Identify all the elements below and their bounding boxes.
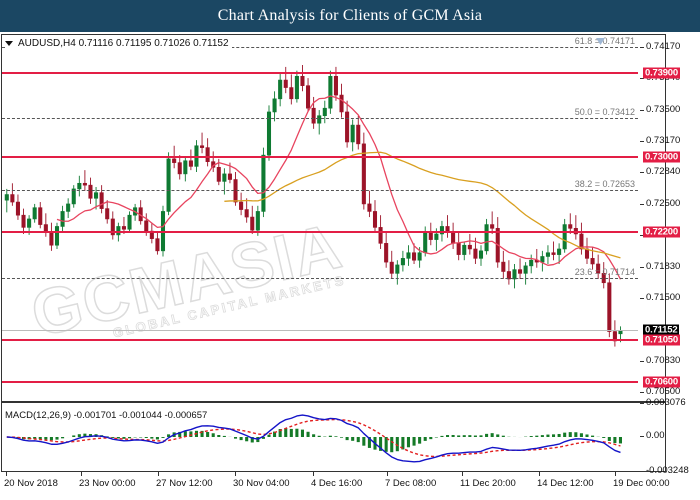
price-level-badge[interactable]: 0.73000	[643, 151, 680, 163]
axis-tick	[640, 360, 644, 362]
time-axis-label: 14 Dec 12:00	[537, 478, 594, 489]
time-tick	[6, 472, 7, 476]
chart-frame: 61.8 = 0.74171 50.0 = 0.73412 38.2 = 0.726…	[0, 32, 700, 500]
price-level-badge[interactable]: 0.72200	[643, 226, 680, 238]
price-level-badge[interactable]: 0.71050	[643, 334, 680, 346]
time-axis-label: 23 Nov 00:00	[79, 478, 136, 489]
price-tick-label: 0.70830	[646, 354, 681, 366]
time-tick	[235, 472, 236, 476]
time-axis-label: 27 Nov 12:00	[156, 478, 213, 489]
page-header: Chart Analysis for Clients of GCM Asia	[0, 0, 700, 32]
axis-tick	[640, 391, 644, 393]
time-axis[interactable]: 20 Nov 2018 23 Nov 00:00 27 Nov 12:00 30 No…	[0, 472, 700, 500]
symbol-info-text: AUDUSD,H4 0.71116 0.71195 0.71026 0.7115…	[18, 38, 229, 49]
time-tick	[615, 472, 616, 476]
time-axis-label: 30 Nov 04:00	[233, 478, 290, 489]
macd-tick-label: 0.003076	[646, 397, 686, 408]
axis-tick	[640, 78, 644, 80]
macd-info-bar[interactable]: MACD(12,26,9) -0.001701 -0.001044 -0.000…	[5, 405, 211, 421]
time-axis-label: 11 Dec 20:00	[460, 478, 516, 489]
price-level-badge[interactable]: 0.70600	[643, 376, 680, 388]
page-title: Chart Analysis for Clients of GCM Asia	[217, 7, 483, 24]
price-tick-label: 0.73170	[646, 135, 681, 146]
macd-tick-label: -0.003248	[646, 465, 689, 476]
axis-tick	[640, 297, 644, 299]
axis-tick	[640, 172, 644, 173]
price-tick-label: 0.73500	[646, 104, 681, 116]
candlestick-series	[4, 65, 623, 347]
axis-tick	[640, 266, 644, 268]
axis-tick	[640, 471, 644, 472]
axis-tick	[640, 403, 644, 404]
chevron-down-icon[interactable]	[5, 41, 13, 46]
time-tick	[387, 472, 388, 476]
axis-tick	[640, 141, 644, 142]
price-tick-label: 0.70500	[646, 385, 681, 397]
axis-tick	[640, 203, 644, 205]
time-tick	[81, 472, 82, 476]
time-tick	[462, 472, 463, 476]
price-tick-label: 0.71830	[646, 260, 681, 272]
time-tick	[158, 472, 159, 476]
time-tick	[539, 472, 540, 476]
axis-tick	[640, 47, 644, 49]
time-tick	[313, 472, 314, 476]
macd-plot-area[interactable]	[2, 403, 638, 471]
price-tick-label: 0.71500	[646, 291, 681, 303]
time-axis-label: 4 Dec 16:00	[311, 478, 363, 489]
price-level-badge[interactable]: 0.71152	[643, 324, 680, 336]
macd-tick-label: 0.00	[646, 430, 665, 442]
axis-tick	[640, 436, 644, 438]
price-tick-label: 0.72500	[646, 197, 681, 209]
price-axis[interactable]: 0.741700.738400.735000.731700.728400.725…	[640, 34, 700, 476]
price-tick-label: 0.72840	[646, 166, 681, 177]
time-axis-label: 19 Dec 00:00	[613, 478, 670, 489]
price-tick-label: 0.74170	[646, 41, 681, 53]
axis-tick	[640, 110, 644, 112]
price-plot-area[interactable]	[2, 35, 638, 401]
axis-tick	[640, 234, 644, 236]
macd-info-text: MACD(12,26,9) -0.001701 -0.001044 -0.000…	[5, 410, 208, 421]
crosshair-marker	[596, 38, 605, 45]
macd-series	[6, 414, 623, 463]
time-axis-label: 20 Nov 2018	[4, 478, 58, 489]
symbol-info-bar[interactable]: AUDUSD,H4 0.71116 0.71195 0.71026 0.7115…	[5, 37, 232, 50]
time-axis-label: 7 Dec 08:00	[385, 478, 437, 489]
price-level-badge[interactable]: 0.73900	[643, 67, 680, 78]
